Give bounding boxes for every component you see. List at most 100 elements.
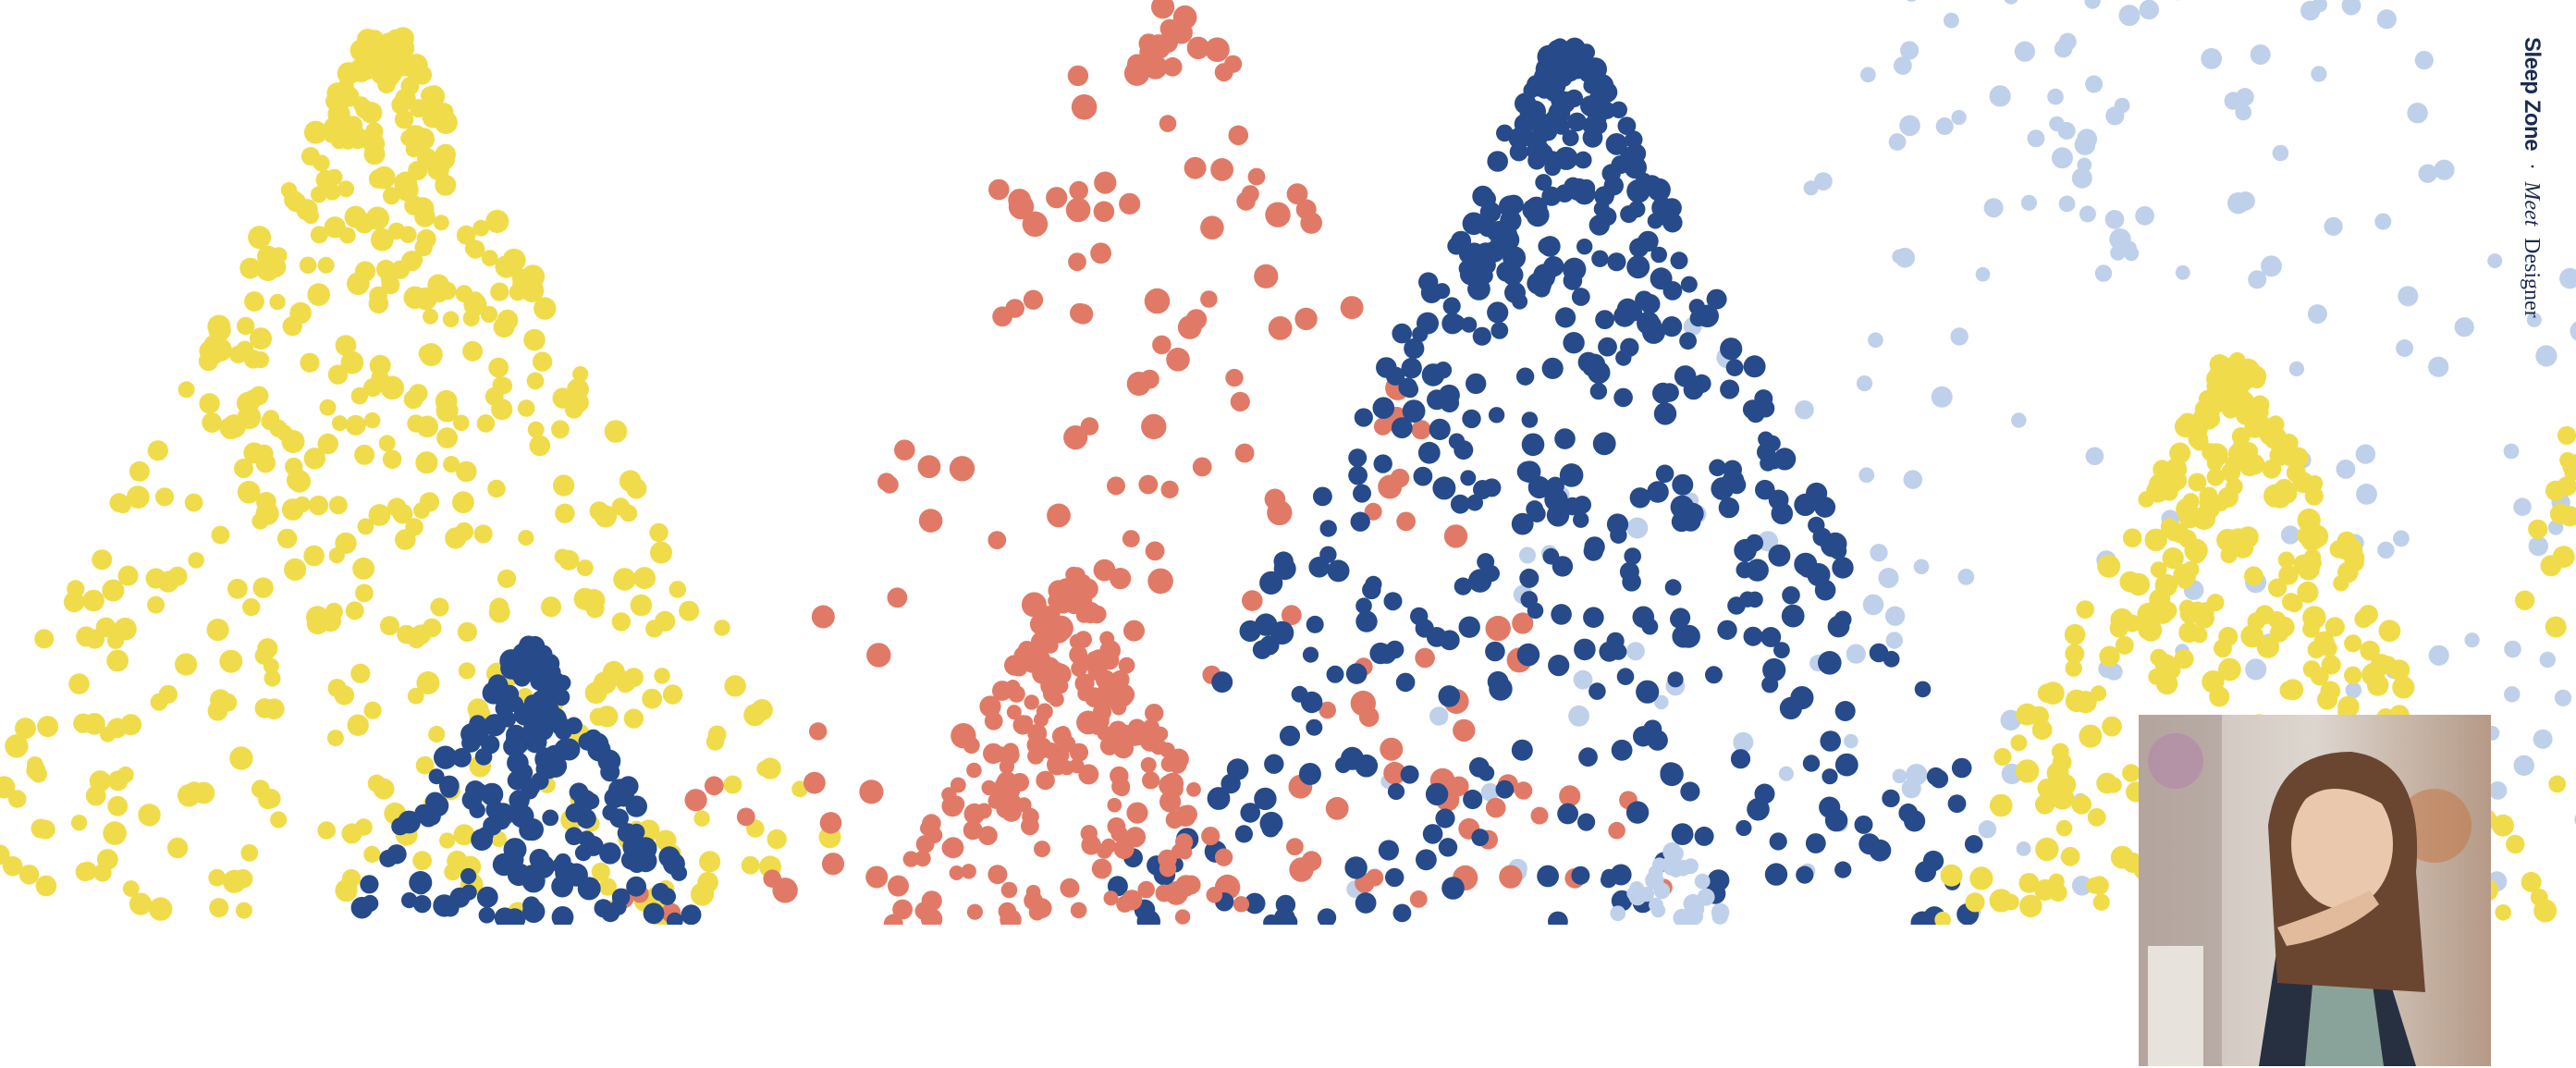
dot	[1230, 391, 1250, 411]
dot	[416, 671, 440, 694]
dot	[1065, 197, 1091, 223]
dot	[2377, 541, 2395, 559]
dot	[184, 493, 203, 512]
dot	[303, 448, 325, 470]
dot	[2286, 462, 2306, 483]
dot	[1126, 802, 1148, 824]
dot	[1662, 316, 1683, 338]
dot	[1503, 194, 1524, 215]
dot	[503, 838, 527, 862]
dot	[1860, 67, 1876, 83]
dot	[1588, 108, 1607, 128]
dot	[235, 902, 252, 919]
dot	[1273, 558, 1296, 581]
dot	[365, 122, 384, 141]
dot	[1344, 856, 1368, 879]
dot	[724, 675, 746, 697]
dot	[1259, 811, 1283, 835]
dot	[380, 616, 399, 636]
dot	[1383, 592, 1403, 611]
dot	[240, 843, 259, 862]
dot	[1301, 851, 1322, 872]
dot	[1410, 607, 1429, 626]
dot	[387, 222, 406, 240]
dot	[1126, 372, 1151, 396]
dot	[1670, 609, 1688, 629]
dot	[464, 239, 483, 257]
dot	[1094, 695, 1110, 711]
dot	[317, 256, 335, 274]
dot	[2178, 529, 2197, 548]
dot	[714, 620, 730, 636]
dot	[2374, 213, 2392, 230]
dot	[1468, 756, 1490, 778]
dot	[1951, 757, 1972, 779]
dot	[626, 478, 647, 499]
dot	[961, 864, 976, 879]
dot	[2048, 873, 2065, 890]
dot	[1373, 454, 1392, 473]
dot	[242, 597, 261, 617]
dot	[1279, 725, 1301, 746]
dot	[1118, 657, 1135, 674]
dot	[1589, 382, 1608, 400]
dot	[264, 669, 281, 687]
dot	[1205, 37, 1230, 62]
dot	[751, 699, 773, 721]
dot	[403, 125, 428, 149]
dot	[426, 794, 449, 817]
dot	[499, 711, 517, 728]
dot	[1571, 288, 1590, 306]
dot	[2414, 51, 2434, 70]
dot	[1391, 417, 1413, 439]
dot	[2094, 264, 2113, 282]
dot	[436, 427, 458, 448]
dot	[456, 225, 476, 245]
dot	[1365, 575, 1382, 594]
dot	[100, 726, 117, 743]
dot	[82, 589, 104, 612]
dot	[313, 154, 330, 172]
dot	[2304, 486, 2324, 506]
dot	[411, 877, 430, 895]
dot	[1878, 568, 1899, 588]
dot	[1969, 866, 1993, 890]
dot	[203, 335, 226, 356]
dot	[350, 663, 371, 683]
dot	[306, 612, 329, 635]
dot	[887, 587, 908, 608]
dot	[365, 206, 389, 230]
dot	[2540, 555, 2562, 577]
dot	[428, 768, 445, 785]
dot	[2182, 560, 2200, 578]
dot	[68, 673, 90, 694]
dot	[1746, 559, 1769, 582]
dot	[599, 842, 621, 865]
dot	[92, 549, 113, 571]
dot	[1145, 541, 1165, 561]
dot	[1294, 307, 1318, 331]
dot	[1350, 511, 1370, 532]
dot	[2297, 581, 2319, 604]
dot	[1400, 765, 1419, 784]
brand: Sleep Zone	[2520, 37, 2545, 152]
dot	[263, 410, 280, 427]
dot	[527, 421, 545, 438]
dot	[1892, 768, 1907, 784]
dot	[1273, 907, 1295, 925]
dot	[1834, 861, 1852, 878]
dot	[1441, 877, 1465, 900]
dot	[1174, 909, 1191, 925]
dot	[2144, 528, 2167, 551]
dot	[2557, 476, 2576, 497]
dot	[1546, 362, 1563, 378]
dot	[1055, 726, 1071, 741]
dot	[326, 730, 344, 747]
dot	[1577, 178, 1596, 197]
dot	[345, 601, 364, 620]
dot	[1069, 567, 1086, 584]
dot	[1639, 293, 1661, 314]
dot	[1567, 112, 1587, 132]
dot	[949, 865, 964, 880]
dot	[1574, 638, 1596, 661]
